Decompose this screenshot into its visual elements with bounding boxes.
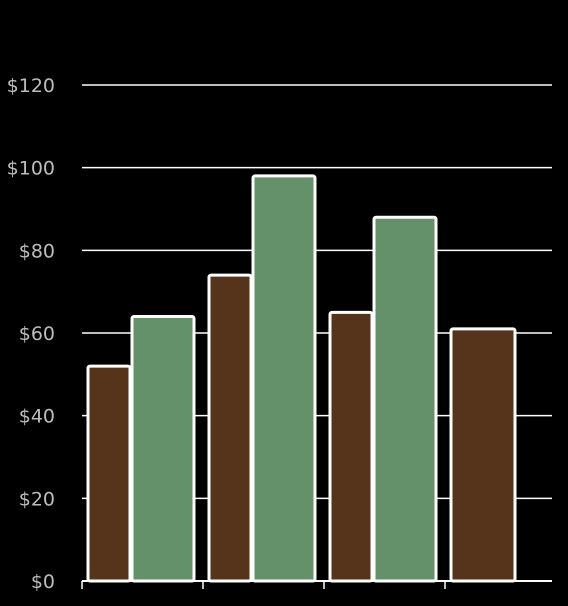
bar-group-3-series-2 <box>372 215 438 583</box>
y-tick-label: $20 <box>19 488 55 510</box>
bars <box>86 174 517 583</box>
x-axis <box>81 581 446 589</box>
y-tick-label: $40 <box>19 406 55 428</box>
bar-group-1-series-2 <box>130 314 196 583</box>
y-tick-label: $0 <box>31 571 55 593</box>
bar-group-2-series-2 <box>251 174 317 583</box>
y-axis-labels: $0 $20 $40 $60 $80 $100 $120 <box>7 75 55 593</box>
y-tick-label: $100 <box>7 158 55 180</box>
y-tick-label: $120 <box>7 75 55 97</box>
y-tick-label: $60 <box>19 323 55 345</box>
bar-group-2-series-1 <box>207 273 253 583</box>
y-tick-label: $80 <box>19 240 55 262</box>
bar-group-1-series-1 <box>86 364 132 583</box>
bar-group-3-series-1 <box>328 310 374 583</box>
bar-group-4-series-1 <box>449 327 517 583</box>
